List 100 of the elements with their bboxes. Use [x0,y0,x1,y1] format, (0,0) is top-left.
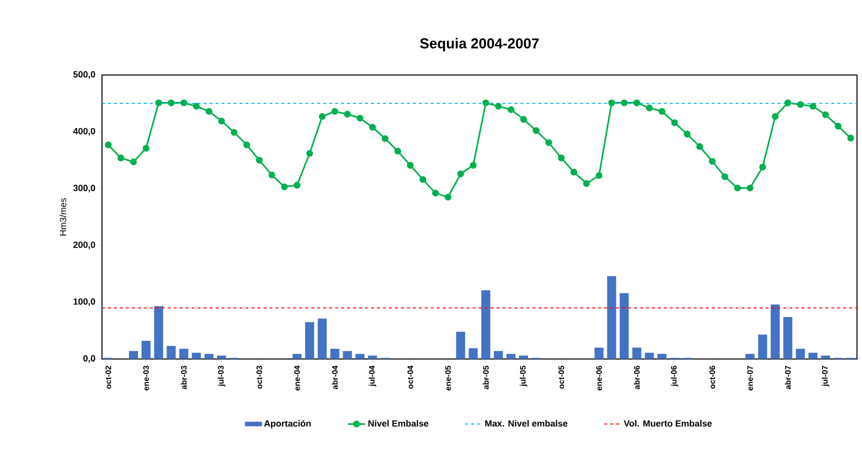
bar [770,304,780,359]
point [558,154,565,162]
point [494,102,502,110]
point [382,135,389,142]
bar [746,354,755,359]
bar [657,354,666,359]
bar [154,306,164,359]
point [444,194,452,201]
point [331,108,338,115]
legend-label: Nivel Embalse [368,420,428,427]
point [268,172,276,178]
point [318,113,326,120]
y-tick-label: 300,0 [73,184,96,192]
point [570,168,578,176]
y-tick-label: 100,0 [74,298,96,306]
bar [142,340,151,359]
point [847,134,854,142]
bar [292,354,302,359]
bar [342,351,352,359]
legend-label: Aportación [264,420,311,428]
point [256,156,263,164]
point [306,150,314,157]
point [218,118,225,124]
point [772,113,779,120]
point [470,162,477,169]
legend-label: Max. Nivel embalse [485,420,568,427]
point [759,164,766,170]
bar [481,290,490,359]
point [432,190,439,197]
bar [192,352,201,359]
point [633,99,640,106]
point [281,184,288,190]
point [734,184,741,192]
point [142,144,150,152]
point [646,104,653,112]
y-tick-label: 400,0 [73,128,96,136]
point [545,139,552,146]
point [746,184,754,192]
bar [355,354,364,359]
bar [179,348,188,359]
point [532,127,540,134]
point [784,99,792,106]
point [406,162,414,169]
point [822,111,829,118]
point [168,99,175,106]
legend-label: Vol. Muerto Embalse [624,420,712,427]
bar [808,352,818,359]
y-tick-label: 200,0 [73,242,96,250]
point [583,180,590,187]
point [671,119,678,126]
point [508,106,514,114]
chart-title: Sequia 2004-2007 [420,38,539,52]
point [721,173,728,180]
point [104,141,112,148]
bar [644,352,654,359]
point [608,99,616,106]
point [457,170,464,178]
bar [217,356,226,359]
bar [368,356,378,359]
bar [166,346,176,359]
bar [456,332,466,359]
bar [506,354,516,359]
bar [821,356,830,359]
point [419,176,426,183]
point [230,128,238,136]
point [394,148,402,154]
point [130,158,137,166]
point [356,114,364,122]
bar [318,318,327,359]
point [243,141,250,148]
point [369,124,376,131]
bar [468,348,478,359]
point [482,99,490,106]
point [810,102,816,110]
point [192,102,200,110]
bar [204,354,214,359]
bar [330,348,340,359]
point [834,122,842,130]
y-tick-label: 500,0 [73,71,96,79]
bar [494,351,503,359]
point [684,130,691,138]
bar [758,334,768,359]
bar [632,348,642,359]
bar [620,293,629,359]
bar [128,351,138,359]
bar [305,322,314,359]
point [796,101,804,108]
point [180,99,188,106]
point [294,182,300,189]
bar [519,356,528,359]
point [117,154,124,162]
point [620,99,628,106]
point [155,99,162,106]
point [658,108,666,115]
point [206,108,212,115]
bar [607,276,616,359]
bar [796,348,805,359]
point [520,116,527,123]
bar [783,316,792,359]
point [596,172,602,179]
